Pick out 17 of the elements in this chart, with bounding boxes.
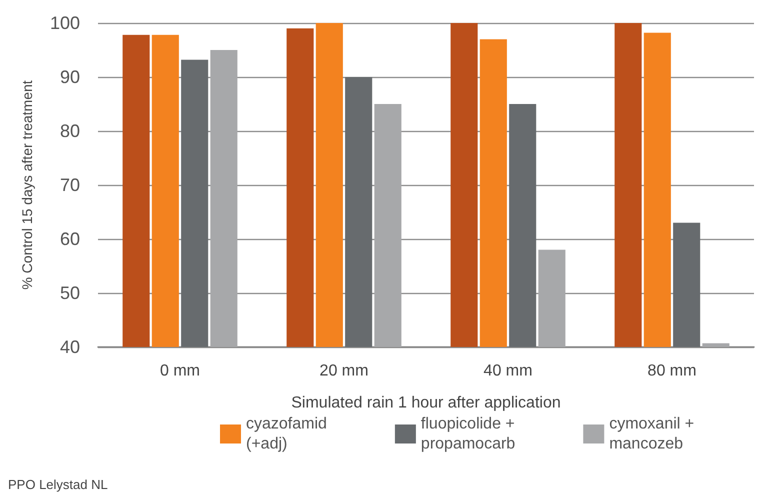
legend-label: fluopicolide + propamocarb [420,416,516,452]
x-axis-title: Simulated rain 1 hour after application [291,394,561,412]
y-tick-label: 70 [60,175,80,195]
y-tick-label: 90 [60,67,80,87]
x-tick-label: 40 mm [484,362,532,380]
y-axis-title: % Control 15 days after treatment [19,80,35,290]
x-tick-label: 80 mm [648,362,696,380]
y-tick-label: 80 [60,121,80,141]
legend-label: cyazofamid (+adj) [246,416,327,452]
y-tick-label: 50 [60,283,80,303]
text: PPO Lelystad NL [8,477,108,492]
y-tick-label: 100 [50,13,80,33]
legend-label: cymoxanil + mancozeb [609,416,694,452]
x-tick-label: 20 mm [320,362,368,380]
y-tick-label: 60 [60,229,80,249]
x-tick-label: 0 mm [160,362,200,380]
y-tick-label: 40 [60,337,80,357]
